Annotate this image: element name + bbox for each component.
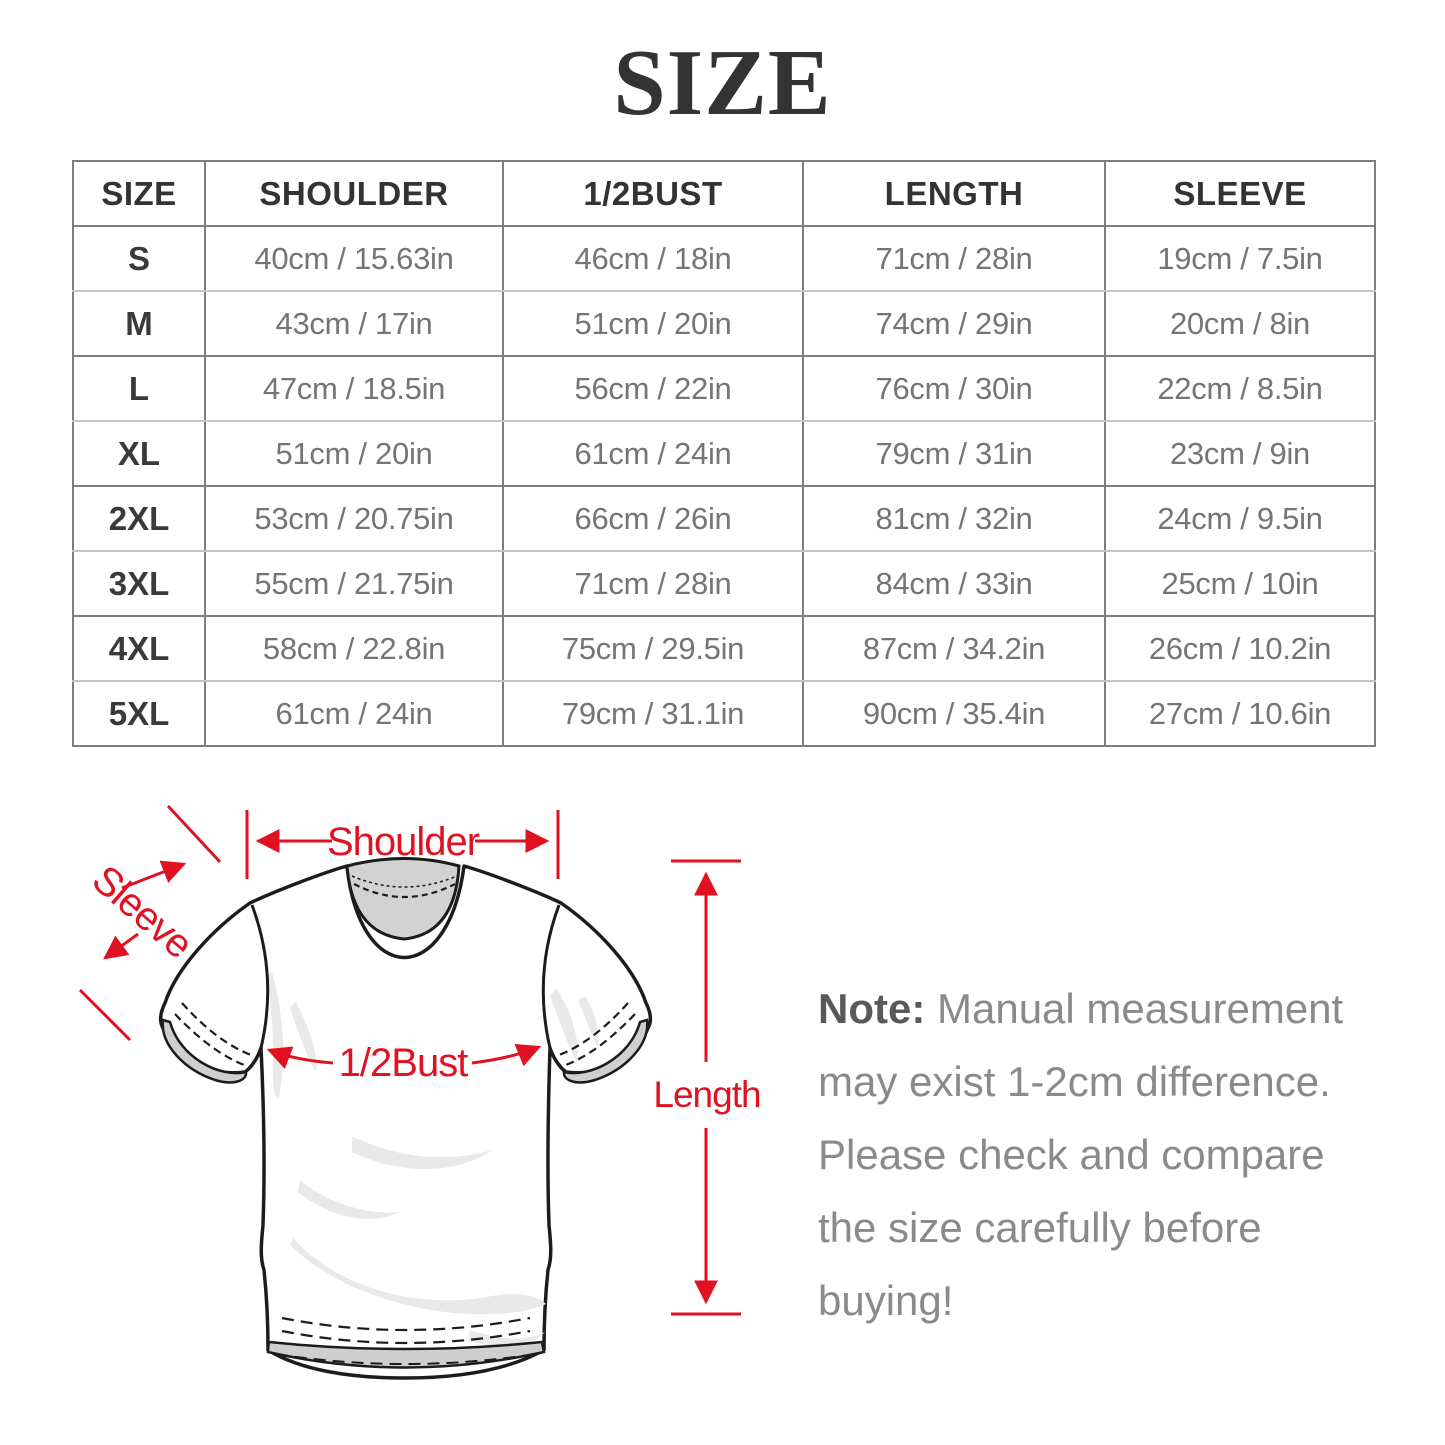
header-shoulder: SHOULDER xyxy=(204,161,504,227)
size-table: SIZE SHOULDER 1/2BUST LENGTH SLEEVE S 40… xyxy=(72,160,1376,747)
length-label: Length xyxy=(653,1074,760,1115)
bust-arrow-right xyxy=(471,1044,542,1067)
cell-sleeve: 23cm / 9in xyxy=(1104,421,1376,487)
collar xyxy=(345,857,461,941)
cell-shoulder: 55cm / 21.75in xyxy=(204,551,504,617)
table-row: L 47cm / 18.5in 56cm / 22in 76cm / 30in … xyxy=(72,356,1376,422)
hem-stitching xyxy=(281,1316,531,1332)
table-row: 2XL 53cm / 20.75in 66cm / 26in 81cm / 32… xyxy=(72,486,1376,552)
bust-arrow-left xyxy=(266,1046,334,1069)
cell-sleeve: 24cm / 9.5in xyxy=(1104,486,1376,552)
sleeve-arrow-bottom xyxy=(103,932,139,960)
measurement-note: Note: Manual measurement may exist 1-2cm… xyxy=(818,972,1393,1337)
shoulder-annotation: Shoulder xyxy=(245,810,560,879)
header-length: LENGTH xyxy=(802,161,1106,227)
cell-length: 79cm / 31in xyxy=(802,421,1106,487)
cell-bust: 71cm / 28in xyxy=(502,551,804,617)
header-size: SIZE xyxy=(72,161,206,227)
sleeve-arrow-top xyxy=(121,860,187,890)
cell-length: 90cm / 35.4in xyxy=(802,681,1106,747)
cell-length: 71cm / 28in xyxy=(802,226,1106,292)
collar-stitching xyxy=(353,883,456,898)
cell-bust: 51cm / 20in xyxy=(502,291,804,357)
cell-size: M xyxy=(72,291,206,357)
header-sleeve: SLEEVE xyxy=(1104,161,1376,227)
right-cuff-stitching-2 xyxy=(558,1002,629,1057)
cell-shoulder: 58cm / 22.8in xyxy=(204,616,504,682)
left-cuff-stitching xyxy=(174,1013,248,1068)
cell-sleeve: 26cm / 10.2in xyxy=(1104,616,1376,682)
left-cuff-opening xyxy=(161,1018,248,1084)
cell-bust: 75cm / 29.5in xyxy=(502,616,804,682)
cell-length: 74cm / 29in xyxy=(802,291,1106,357)
cell-sleeve: 27cm / 10.6in xyxy=(1104,681,1376,747)
table-row: S 40cm / 15.63in 46cm / 18in 71cm / 28in… xyxy=(72,226,1376,292)
header-bust: 1/2BUST xyxy=(502,161,804,227)
cell-shoulder: 53cm / 20.75in xyxy=(204,486,504,552)
cell-size: 5XL xyxy=(72,681,206,747)
cell-bust: 46cm / 18in xyxy=(502,226,804,292)
cell-size: L xyxy=(72,356,206,422)
bust-label: 1/2Bust xyxy=(339,1041,469,1085)
page-title: SIZE xyxy=(613,31,832,135)
table-row: 4XL 58cm / 22.8in 75cm / 29.5in 87cm / 3… xyxy=(72,616,1376,682)
cell-size: XL xyxy=(72,421,206,487)
left-sleeve-seam xyxy=(250,904,270,1049)
cell-sleeve: 20cm / 8in xyxy=(1104,291,1376,357)
right-cuff-stitching xyxy=(562,1013,636,1068)
table-row: XL 51cm / 20in 61cm / 24in 79cm / 31in 2… xyxy=(72,421,1376,487)
table-row: 3XL 55cm / 21.75in 71cm / 28in 84cm / 33… xyxy=(72,551,1376,617)
tshirt-measurement-diagram: Shoulder Sleeve 1/2Bust xyxy=(78,804,762,1380)
cell-sleeve: 19cm / 7.5in xyxy=(1104,226,1376,292)
cell-size: 4XL xyxy=(72,616,206,682)
cell-length: 76cm / 30in xyxy=(802,356,1106,422)
cell-length: 81cm / 32in xyxy=(802,486,1106,552)
sleeve-annotation: Sleeve xyxy=(78,804,222,1042)
cell-bust: 61cm / 24in xyxy=(502,421,804,487)
cell-bust: 66cm / 26in xyxy=(502,486,804,552)
cell-length: 84cm / 33in xyxy=(802,551,1106,617)
right-cuff-opening xyxy=(562,1018,649,1084)
collar-stitching-2 xyxy=(351,875,458,888)
cell-size: 2XL xyxy=(72,486,206,552)
cell-shoulder: 40cm / 15.63in xyxy=(204,226,504,292)
bust-annotation: 1/2Bust xyxy=(266,1041,542,1085)
table-row: M 43cm / 17in 51cm / 20in 74cm / 29in 20… xyxy=(72,291,1376,357)
cell-bust: 56cm / 22in xyxy=(502,356,804,422)
cell-length: 87cm / 34.2in xyxy=(802,616,1106,682)
cell-bust: 79cm / 31.1in xyxy=(502,681,804,747)
sleeve-tick-top xyxy=(166,804,222,864)
shoulder-label: Shoulder xyxy=(327,820,480,864)
cell-shoulder: 51cm / 20in xyxy=(204,421,504,487)
cell-shoulder: 47cm / 18.5in xyxy=(204,356,504,422)
cell-shoulder: 43cm / 17in xyxy=(204,291,504,357)
cell-shoulder: 61cm / 24in xyxy=(204,681,504,747)
cell-sleeve: 22cm / 8.5in xyxy=(1104,356,1376,422)
hem-stitching-2 xyxy=(281,1329,531,1345)
cell-sleeve: 25cm / 10in xyxy=(1104,551,1376,617)
sleeve-label: Sleeve xyxy=(84,857,201,967)
cell-size: 3XL xyxy=(72,551,206,617)
left-cuff-stitching-2 xyxy=(181,1002,252,1057)
tshirt-illustration xyxy=(158,857,653,1380)
length-annotation: Length xyxy=(653,859,762,1316)
cell-size: S xyxy=(72,226,206,292)
note-prefix: Note: xyxy=(818,985,926,1032)
note-body: Manual measurement may exist 1-2cm diffe… xyxy=(818,985,1344,1324)
table-header-row: SIZE SHOULDER 1/2BUST LENGTH SLEEVE xyxy=(72,161,1376,227)
table-row: 5XL 61cm / 24in 79cm / 31.1in 90cm / 35.… xyxy=(72,681,1376,747)
right-sleeve-seam xyxy=(541,904,561,1049)
sleeve-tick-bottom xyxy=(78,988,132,1042)
bottom-hem xyxy=(266,1340,546,1369)
